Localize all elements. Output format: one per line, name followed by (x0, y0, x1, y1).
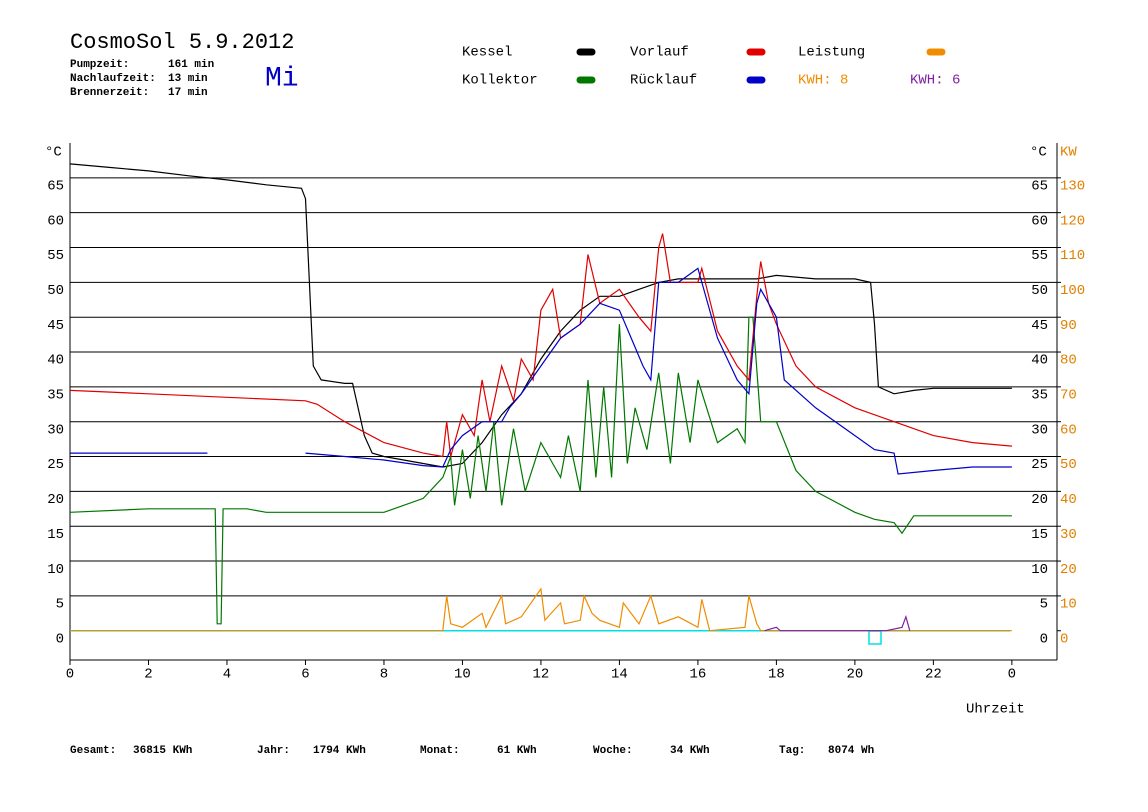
series-line (69, 316, 1012, 625)
y-tick-label-right: 0 (1040, 631, 1048, 647)
x-tick-label: 18 (768, 667, 785, 683)
y2-tick-label: 70 (1060, 388, 1077, 404)
y-tick-label-right: 40 (1031, 353, 1048, 369)
y-unit-right: °C (1030, 145, 1047, 161)
y-tick-label-right: 65 (1031, 179, 1048, 195)
y-unit: °C (45, 145, 62, 161)
x-tick-label: 2 (144, 667, 152, 683)
marker-box (868, 630, 882, 645)
y2-tick-label: 80 (1060, 353, 1077, 369)
y-tick-label-right: 20 (1031, 492, 1048, 508)
runtime-value: 161 min (168, 59, 214, 71)
y-tick-label-right: 60 (1031, 213, 1048, 229)
legend-label: Kessel (462, 45, 512, 61)
y2-tick-label: 20 (1060, 562, 1077, 578)
runtime-label: Pumpzeit: (70, 59, 129, 71)
y2-tick-label: 0 (1060, 631, 1068, 647)
kwh-label: KWH: 6 (910, 73, 960, 89)
legend-label: Vorlauf (630, 45, 689, 61)
y-tick-label: 30 (47, 422, 64, 438)
total-label: Woche: (593, 745, 633, 757)
total-value: 61 KWh (497, 745, 537, 757)
legend-label: Kollektor (462, 73, 538, 89)
y-tick-label: 55 (47, 248, 64, 264)
total-label: Tag: (779, 745, 805, 757)
total-value: 8074 Wh (828, 745, 874, 757)
total-value: 34 KWh (670, 745, 710, 757)
chart-title: CosmoSol 5.9.2012 (70, 30, 294, 55)
legend-label: Rücklauf (630, 73, 697, 89)
y-tick-label: 0 (56, 631, 64, 647)
series-line (69, 163, 1012, 468)
y2-tick-label: 30 (1060, 527, 1077, 543)
y-tick-label-right: 35 (1031, 388, 1048, 404)
total-value: 36815 KWh (133, 745, 192, 757)
y-tick-label-right: 10 (1031, 562, 1048, 578)
y2-tick-label: 130 (1060, 179, 1085, 195)
runtime-label: Brennerzeit: (70, 87, 149, 99)
y-tick-label-right: 55 (1031, 248, 1048, 264)
x-tick-label: 16 (690, 667, 707, 683)
total-label: Monat: (420, 745, 460, 757)
total-value: 1794 KWh (313, 745, 366, 757)
y2-tick-label: 50 (1060, 457, 1077, 473)
y-tick-label: 45 (47, 318, 64, 334)
y-tick-label: 60 (47, 213, 64, 229)
total-label: Jahr: (257, 745, 290, 757)
x-tick-label: 4 (223, 667, 231, 683)
y-tick-label: 20 (47, 492, 64, 508)
x-tick-label: 22 (925, 667, 942, 683)
series-line (70, 267, 1012, 475)
y-tick-label-right: 50 (1031, 283, 1048, 299)
y2-tick-label: 40 (1060, 492, 1077, 508)
y-tick-label: 65 (47, 179, 64, 195)
y2-tick-label: 110 (1060, 248, 1085, 264)
x-tick-label: 14 (611, 667, 628, 683)
kwh-label: KWH: 8 (798, 73, 848, 89)
y-tick-label: 40 (47, 353, 64, 369)
y2-tick-label: 60 (1060, 422, 1077, 438)
series-line (70, 587, 1012, 632)
runtime-label: Nachlaufzeit: (70, 73, 156, 85)
x-tick-label: 0 (1008, 667, 1016, 683)
total-label: Gesamt: (70, 745, 116, 757)
series-line (764, 614, 911, 632)
legend-label: Leistung (798, 45, 865, 61)
y-tick-label-right: 25 (1031, 457, 1048, 473)
y-tick-label: 35 (47, 388, 64, 404)
y-tick-label-right: 15 (1031, 527, 1048, 543)
y2-tick-label: 90 (1060, 318, 1077, 334)
x-tick-label: 0 (66, 667, 74, 683)
y2-tick-label: 10 (1060, 597, 1077, 613)
y-tick-label: 50 (47, 283, 64, 299)
y-tick-label: 15 (47, 527, 64, 543)
y-tick-label: 25 (47, 457, 64, 473)
y-tick-label: 10 (47, 562, 64, 578)
weekday: Mi (265, 63, 299, 94)
runtime-value: 13 min (168, 73, 208, 85)
y2-tick-label: 100 (1060, 283, 1085, 299)
x-tick-label: 20 (846, 667, 863, 683)
y-tick-label-right: 30 (1031, 422, 1048, 438)
y2-unit: KW (1060, 145, 1077, 161)
x-tick-label: 10 (454, 667, 471, 683)
runtime-value: 17 min (168, 87, 208, 99)
x-tick-label: 12 (533, 667, 550, 683)
y-tick-label-right: 45 (1031, 318, 1048, 334)
y-tick-label-right: 5 (1040, 597, 1048, 613)
x-tick-label: 6 (301, 667, 309, 683)
y2-tick-label: 120 (1060, 213, 1085, 229)
y-tick-label: 5 (56, 597, 64, 613)
series-line (69, 233, 1012, 458)
x-axis-label: Uhrzeit (966, 702, 1025, 718)
x-tick-label: 8 (380, 667, 388, 683)
